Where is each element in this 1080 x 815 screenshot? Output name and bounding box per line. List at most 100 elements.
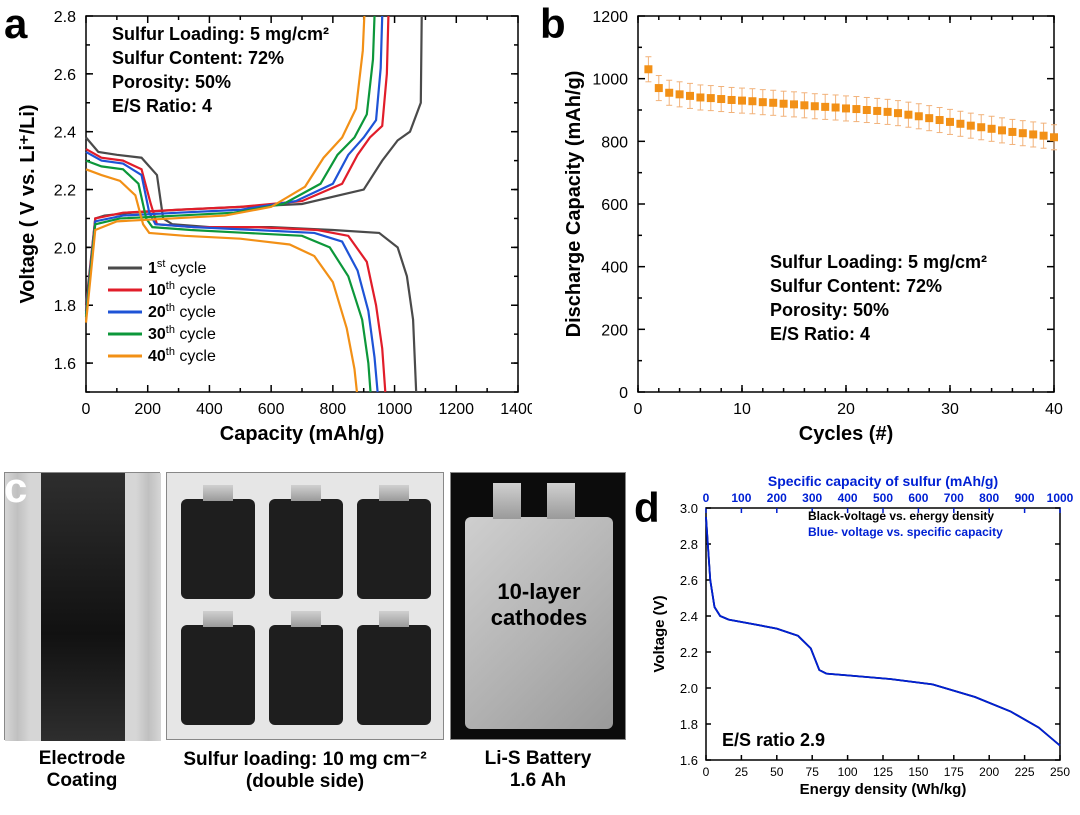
svg-text:800: 800 — [979, 491, 999, 505]
svg-text:250: 250 — [1050, 765, 1070, 779]
svg-text:1400: 1400 — [500, 401, 532, 418]
svg-text:2.8: 2.8 — [680, 537, 698, 552]
chart-a: 0 200 400 600 800 1000 1200 1400 1.6 1.8 2.0 2.2 2.4… — [4, 4, 532, 458]
panel-c: 10-layer cathodes Electrode Coating Sulf… — [4, 466, 626, 810]
svg-text:40th cycle: 40th cycle — [148, 346, 216, 365]
svg-text:400: 400 — [838, 491, 858, 505]
svg-text:1200: 1200 — [438, 401, 474, 418]
svg-text:2.2: 2.2 — [54, 183, 76, 200]
svg-text:200: 200 — [979, 765, 999, 779]
svg-text:2.4: 2.4 — [54, 125, 76, 142]
svg-text:1.6: 1.6 — [680, 753, 698, 768]
photo-pouch-cells — [166, 472, 444, 740]
caption-right-1: Li-S Battery — [485, 748, 592, 769]
svg-text:E/S Ratio: 4: E/S Ratio: 4 — [112, 96, 212, 116]
caption-mid-2: (double side) — [246, 771, 364, 792]
svg-text:25: 25 — [735, 765, 749, 779]
svg-text:Sulfur Loading: 5 mg/cm²: Sulfur Loading: 5 mg/cm² — [112, 24, 329, 44]
caption-mid-1: Sulfur loading: 10 mg cm⁻² — [183, 749, 426, 770]
svg-text:800: 800 — [320, 401, 347, 418]
photo-electrode-coating — [4, 472, 160, 740]
svg-text:50: 50 — [770, 765, 784, 779]
svg-text:Specific capacity of sulfur (m: Specific capacity of sulfur (mAh/g) — [768, 473, 998, 489]
svg-text:2.6: 2.6 — [680, 573, 698, 588]
caption-left-1: Electrode — [39, 748, 126, 769]
chart-b: 010203040020040060080010001200Cycles (#)… — [540, 4, 1076, 458]
svg-text:Voltage ( V vs. Li⁺/Li): Voltage ( V vs. Li⁺/Li) — [17, 104, 39, 303]
figure-root: 02004006008001000120014001.61.82.02.22.4… — [0, 0, 1080, 814]
svg-text:Sulfur Loading: 5 mg/cm²: Sulfur Loading: 5 mg/cm² — [770, 252, 987, 272]
caption-right-2: 1.6 Ah — [510, 770, 566, 791]
panel-c-label: c — [4, 464, 27, 512]
svg-text:600: 600 — [258, 401, 285, 418]
caption-left-2: Coating — [47, 770, 118, 791]
svg-text:200: 200 — [134, 401, 161, 418]
svg-text:500: 500 — [873, 491, 893, 505]
svg-text:2.2: 2.2 — [680, 645, 698, 660]
svg-text:3.0: 3.0 — [680, 501, 698, 516]
photo-overlay-line1: 10-layer — [479, 579, 599, 605]
svg-text:1000: 1000 — [592, 72, 628, 89]
svg-text:125: 125 — [873, 765, 893, 779]
svg-text:20th cycle: 20th cycle — [148, 302, 216, 321]
svg-text:600: 600 — [601, 197, 628, 214]
svg-text:1000: 1000 — [1047, 491, 1074, 505]
svg-text:300: 300 — [802, 491, 822, 505]
svg-text:E/S ratio 2.9: E/S ratio 2.9 — [722, 730, 825, 750]
svg-text:Energy density (Wh/kg): Energy density (Wh/kg) — [800, 781, 967, 798]
svg-text:0: 0 — [634, 401, 643, 418]
photo-lis-battery: 10-layer cathodes — [450, 472, 626, 740]
chart-d: 0 25 50 75 100 125 150 175 200 225 250 Energy densi… — [634, 466, 1078, 810]
svg-text:30: 30 — [941, 401, 959, 418]
svg-text:1.8: 1.8 — [54, 298, 76, 315]
panel-d-label: d — [634, 484, 660, 532]
svg-text:900: 900 — [1015, 491, 1035, 505]
photo-overlay-line2: cathodes — [479, 605, 599, 631]
svg-text:800: 800 — [601, 134, 628, 151]
panel-a-label: a — [4, 0, 27, 48]
svg-text:30th cycle: 30th cycle — [148, 324, 216, 343]
svg-text:Sulfur Content: 72%: Sulfur Content: 72% — [770, 276, 942, 296]
svg-text:E/S Ratio: 4: E/S Ratio: 4 — [770, 324, 870, 344]
svg-text:Porosity: 50%: Porosity: 50% — [770, 300, 889, 320]
svg-text:40: 40 — [1045, 401, 1063, 418]
svg-text:100: 100 — [731, 491, 751, 505]
svg-text:2.8: 2.8 — [54, 9, 76, 26]
svg-text:175: 175 — [944, 765, 964, 779]
svg-text:Blue- voltage vs. specific cap: Blue- voltage vs. specific capacity — [808, 525, 1003, 539]
svg-text:2.4: 2.4 — [680, 609, 698, 624]
svg-text:400: 400 — [196, 401, 223, 418]
svg-text:Sulfur Content: 72%: Sulfur Content: 72% — [112, 48, 284, 68]
svg-text:Voltage (V): Voltage (V) — [651, 595, 668, 672]
svg-text:0: 0 — [619, 385, 628, 402]
svg-text:Discharge Capacity (mAh/g): Discharge Capacity (mAh/g) — [563, 71, 585, 338]
svg-text:200: 200 — [767, 491, 787, 505]
svg-text:225: 225 — [1015, 765, 1035, 779]
svg-text:2.0: 2.0 — [54, 240, 76, 257]
svg-text:0: 0 — [703, 765, 710, 779]
svg-text:2.6: 2.6 — [54, 67, 76, 84]
svg-text:200: 200 — [601, 322, 628, 339]
svg-text:75: 75 — [806, 765, 820, 779]
svg-text:Cycles (#): Cycles (#) — [799, 423, 894, 445]
svg-text:1st cycle: 1st cycle — [148, 258, 206, 277]
svg-text:Porosity: 50%: Porosity: 50% — [112, 72, 231, 92]
panel-b: 010203040020040060080010001200Cycles (#)… — [540, 4, 1076, 458]
panel-b-label: b — [540, 0, 566, 48]
svg-text:10th cycle: 10th cycle — [148, 280, 216, 299]
svg-text:1.8: 1.8 — [680, 717, 698, 732]
svg-text:600: 600 — [908, 491, 928, 505]
svg-text:400: 400 — [601, 260, 628, 277]
svg-text:1000: 1000 — [377, 401, 413, 418]
panel-a: 0 200 400 600 800 1000 1200 1400 1.6 1.8 2.0 2.2 2.4… — [4, 4, 532, 458]
svg-text:1.6: 1.6 — [54, 356, 76, 373]
svg-text:20: 20 — [837, 401, 855, 418]
svg-text:150: 150 — [908, 765, 928, 779]
svg-text:10: 10 — [733, 401, 751, 418]
svg-text:0: 0 — [703, 491, 710, 505]
svg-text:0: 0 — [82, 401, 91, 418]
svg-text:1200: 1200 — [592, 9, 628, 26]
svg-text:2.0: 2.0 — [680, 681, 698, 696]
panel-d: 0 25 50 75 100 125 150 175 200 225 250 Energy densi… — [634, 466, 1078, 810]
svg-text:Black-voltage vs. energy densi: Black-voltage vs. energy density — [808, 509, 994, 523]
